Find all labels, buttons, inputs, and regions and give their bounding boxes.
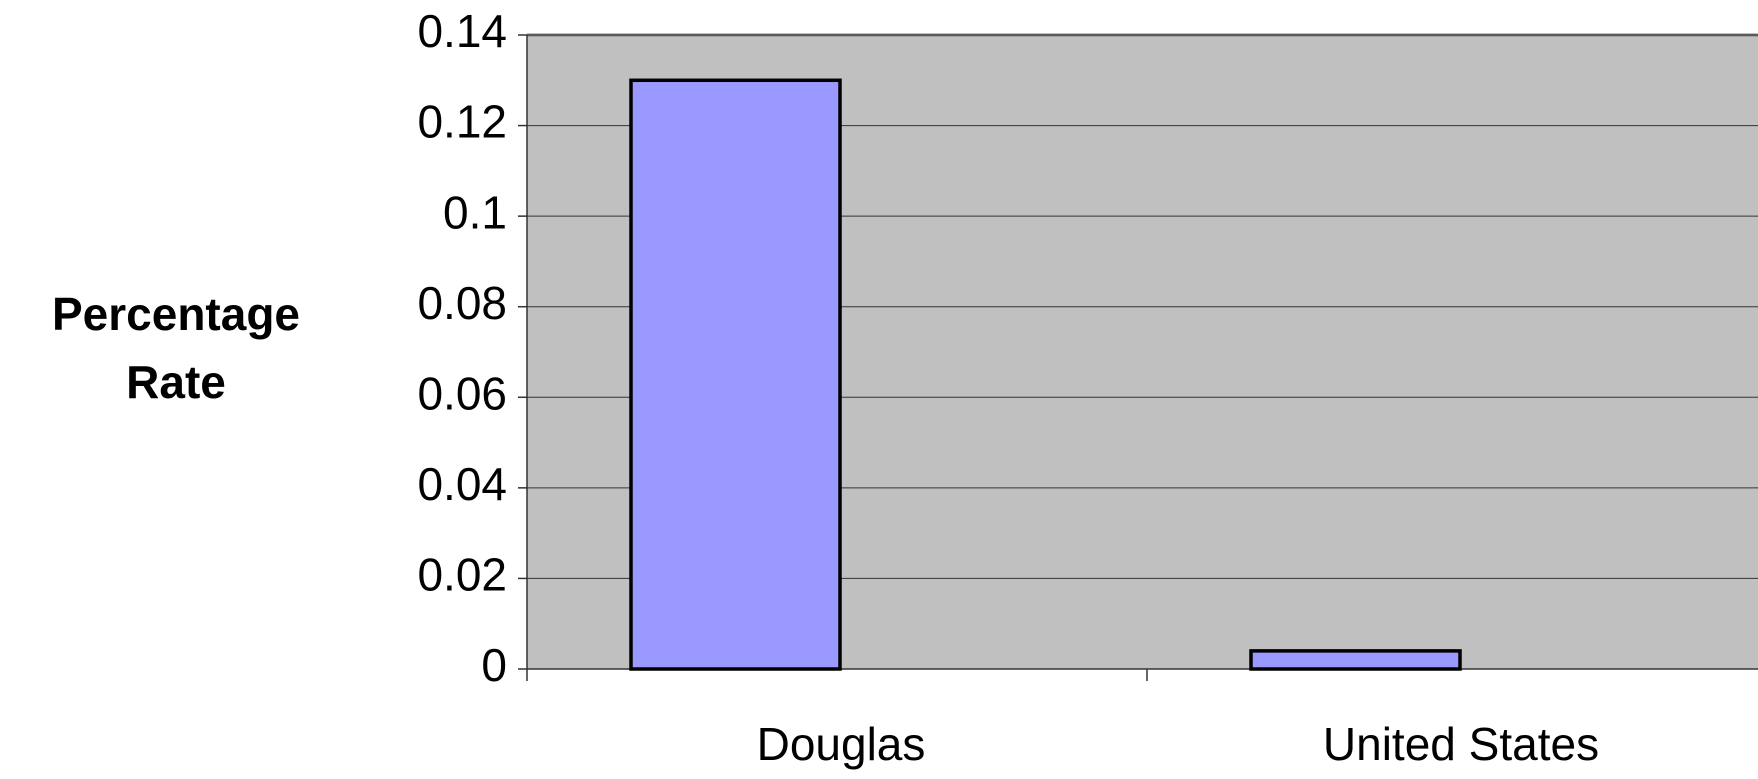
bar bbox=[1249, 649, 1462, 671]
bar bbox=[629, 78, 842, 671]
y-tick-label: 0.12 bbox=[417, 96, 507, 148]
x-tick-label: Douglas bbox=[757, 718, 926, 770]
y-axis-label: Percentage Rate bbox=[51, 288, 300, 408]
y-tick-label: 0.04 bbox=[417, 458, 507, 510]
y-tick-label: 0.1 bbox=[443, 186, 507, 238]
y-tick-label: 0.02 bbox=[417, 549, 507, 601]
y-tick-label: 0.06 bbox=[417, 367, 507, 419]
y-tick-label: 0.14 bbox=[417, 5, 507, 57]
y-tick-label: 0.08 bbox=[417, 277, 507, 329]
y-tick-label: 0 bbox=[481, 639, 507, 691]
x-tick-label: United States bbox=[1323, 718, 1599, 770]
